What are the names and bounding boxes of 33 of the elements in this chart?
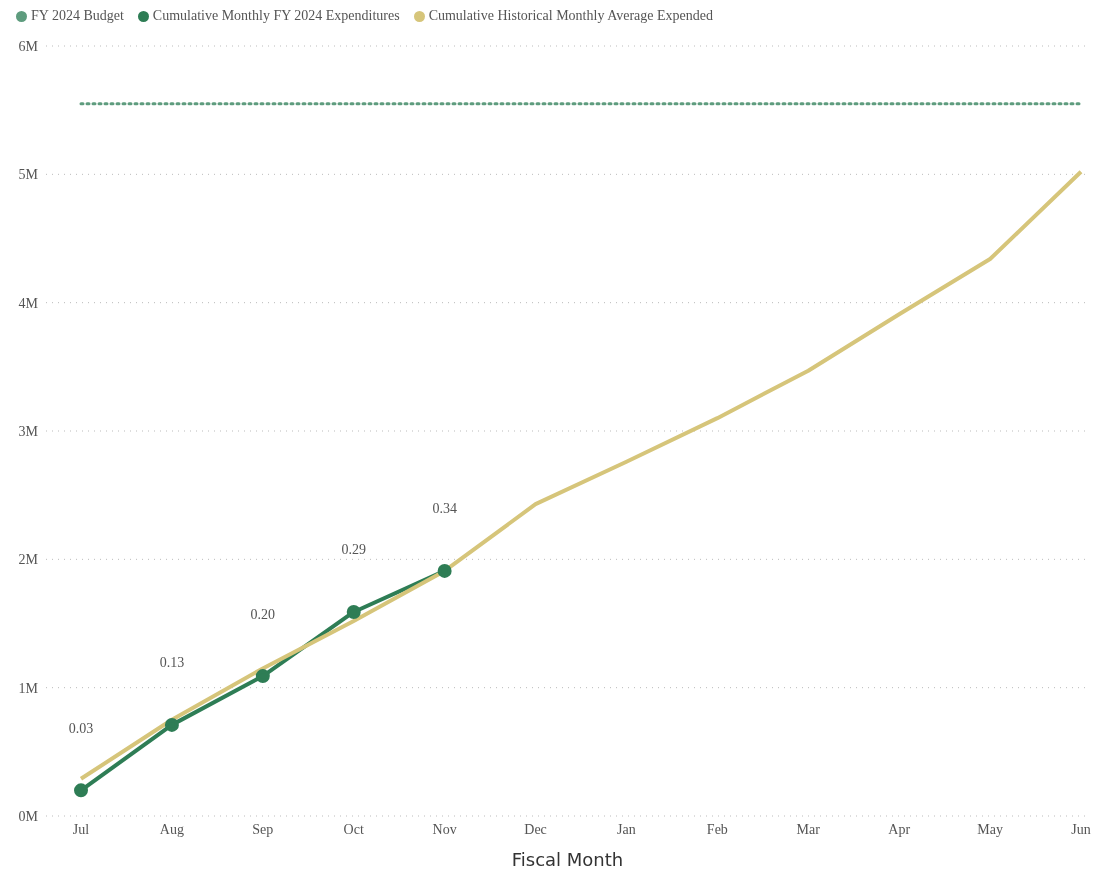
x-tick-label: Nov (432, 821, 457, 837)
y-tick-label: 0M (18, 808, 39, 824)
annotation: 0.34 (432, 501, 457, 517)
annotation: 0.29 (341, 542, 366, 558)
legend-label: Cumulative Historical Monthly Average Expended (428, 8, 713, 24)
point (437, 563, 452, 578)
y-tick-label: 3M (18, 423, 39, 439)
legend-label: FY 2024 Budget (31, 8, 124, 24)
point (255, 669, 270, 684)
y-tick-label: 6M (18, 38, 39, 54)
legend-label: Cumulative Monthly FY 2024 Expenditures (152, 8, 400, 24)
x-tick-label: May (977, 821, 1003, 837)
annotation: 0.03 (68, 720, 94, 736)
annotation: 0.13 (159, 655, 185, 671)
y-tick-label: 5M (18, 167, 39, 183)
x-tick-label: Dec (524, 821, 547, 837)
x-tick-label: Apr (888, 821, 911, 837)
x-tick-label: Sep (252, 821, 274, 837)
point (346, 604, 361, 619)
point (164, 717, 179, 732)
y-tick-label: 4M (18, 295, 39, 311)
x-tick-label: Feb (706, 821, 728, 837)
y-tick-label: 1M (18, 680, 39, 696)
annotation: 0.20 (250, 606, 276, 622)
x-tick-label: Aug (159, 821, 184, 837)
y-tick-label: 2M (18, 552, 39, 568)
x-axis-title: Fiscal Month (511, 849, 624, 870)
x-tick-label: Jul (72, 821, 90, 837)
point (74, 783, 88, 798)
x-tick-label: Jan (617, 821, 636, 837)
x-tick-label: Jun (1071, 821, 1091, 837)
x-tick-label: Oct (343, 821, 364, 837)
x-tick-label: Mar (796, 821, 821, 837)
